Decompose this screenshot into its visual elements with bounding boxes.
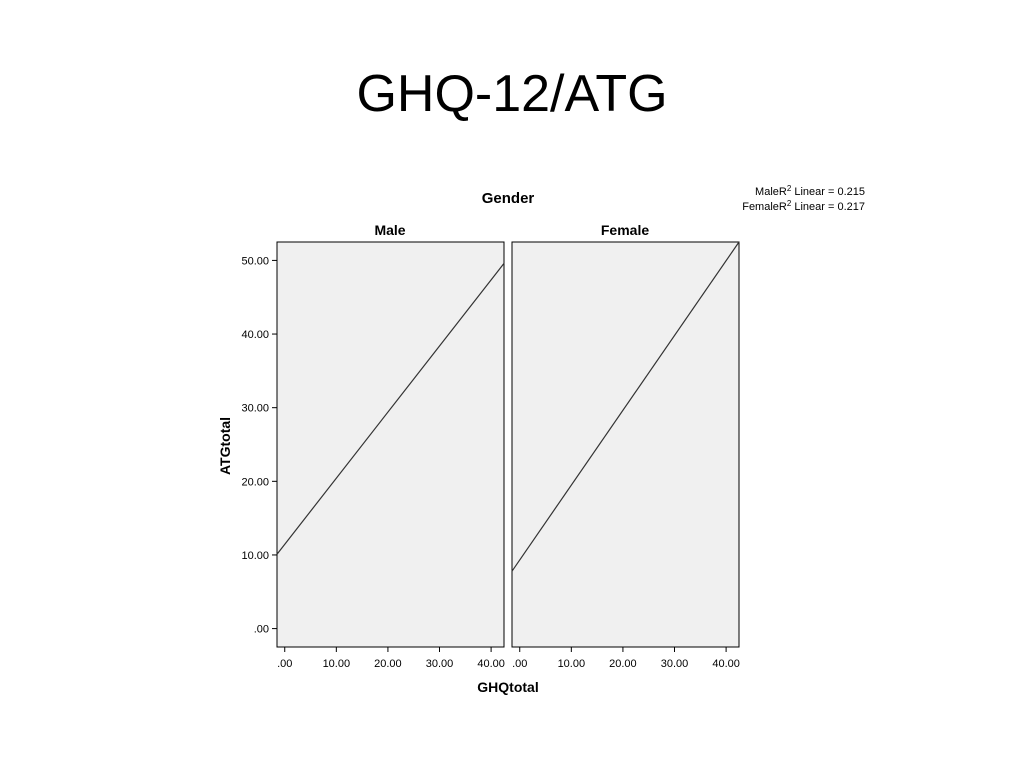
legend-male-sup: 2 [787,184,792,193]
y-tick-label: 10.00 [241,550,269,562]
legend-male-suffix: Linear = 0.215 [791,186,865,198]
x-tick-label-female: 30.00 [661,658,689,670]
x-tick-label-male: .00 [277,658,292,670]
y-tick-label: 40.00 [241,329,269,341]
slide-title: GHQ-12/ATG [356,65,668,123]
x-tick-label-male: 10.00 [323,658,351,670]
chart-marks: .00 10.00 20.00 30.00 40.00 .00 10.00 20.00 30.0… [241,241,740,670]
chart-title: Gender [482,190,535,207]
legend: MaleR2 Linear = 0.215 FemaleR2 Linear = … [742,184,865,213]
legend-female-sup: 2 [787,199,792,208]
panel-title-male: Male [374,222,405,238]
x-tick-label-female: 40.00 [712,658,740,670]
x-tick-label-male: 30.00 [426,658,454,670]
y-tick-label: 20.00 [241,476,269,488]
legend-entry-male: MaleR2 Linear = 0.215 [755,184,865,198]
legend-female-suffix: Linear = 0.217 [791,201,865,213]
fit-line-female [511,241,740,572]
x-tick-label-male: 40.00 [477,658,505,670]
legend-female-prefix: FemaleR [742,201,787,213]
x-axis-label: GHQtotal [477,679,538,695]
y-axis-label: ATGtotal [217,417,233,475]
x-tick-label-female: .00 [512,658,527,670]
panel-frame-female [511,241,740,648]
panel-frame-male [276,241,505,648]
y-tick-label: .00 [254,624,269,636]
y-tick-label: 50.00 [241,255,269,267]
x-tick-label-female: 10.00 [558,658,586,670]
x-tick-label-female: 20.00 [609,658,637,670]
panel-title-female: Female [601,222,649,238]
legend-male-prefix: MaleR [755,186,787,198]
y-tick-label: 30.00 [241,403,269,415]
fit-line-male [276,262,505,555]
x-tick-label-male: 20.00 [374,658,402,670]
legend-entry-female: FemaleR2 Linear = 0.217 [742,199,865,213]
